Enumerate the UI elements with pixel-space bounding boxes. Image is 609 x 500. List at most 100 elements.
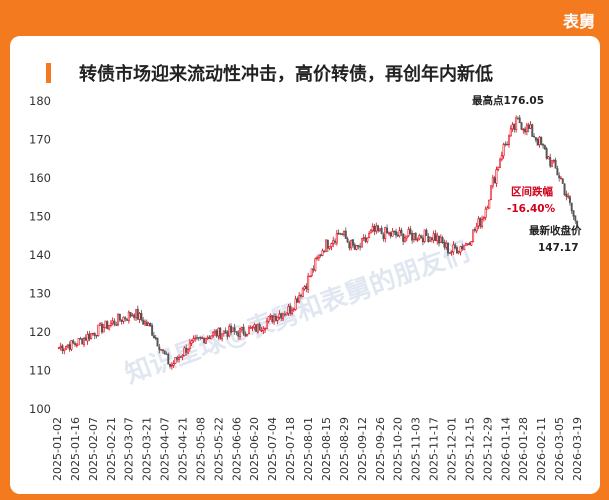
title-accent-bar [46,63,51,83]
candle-body [140,312,143,321]
candle-body [488,199,491,209]
candle-body [135,309,137,318]
candle-body [475,226,478,232]
candle-body [441,237,444,244]
candle-body [161,349,164,352]
candle-body [398,230,401,237]
candle-body [520,122,523,130]
candle-body [269,314,272,317]
candle-body [484,208,487,218]
candle-body [473,228,476,231]
candle-body [145,321,148,327]
candle-body [299,294,302,297]
candle-body [570,202,573,212]
candle-body [104,320,107,329]
candle-body [81,338,84,345]
candle-body [461,246,464,249]
candle-body [432,233,435,241]
candle-body [497,166,500,170]
candle-body [244,333,247,337]
candle-body [68,344,71,350]
candle-body [230,325,233,333]
candle-body [312,268,315,271]
candle-body [346,238,349,243]
candle-body [221,333,224,340]
candle-body [136,308,139,320]
candle-body [522,128,525,131]
candle-body [83,338,85,345]
candle-body [563,183,566,196]
y-tick-label: 100 [29,402,51,416]
candle-body [303,286,306,290]
candle-body [100,323,103,333]
candle-body [414,232,417,241]
candle-body [479,217,482,227]
y-tick-label: 170 [29,133,51,147]
candle-body [511,124,514,130]
candle-body [197,337,200,339]
candle-body [500,154,503,160]
candle-body [351,239,354,246]
candle-body [149,323,152,327]
candle-body [540,136,543,145]
candle-body [84,337,87,341]
candle-body [518,117,521,124]
candle-body [292,308,295,311]
x-tick-label: 2025-03-21 [141,417,154,481]
candle-body [554,159,557,169]
candle-body [283,313,286,316]
candle-body [195,337,198,339]
candle-body [377,225,380,232]
x-tick-label: 2025-02-07 [87,417,100,481]
candle-body [547,156,550,160]
candle-body [490,185,493,200]
candle-body [386,227,389,234]
x-tick-label: 2025-06-06 [230,417,243,481]
candle-body [66,344,69,348]
x-tick-label: 2026-01-28 [517,417,530,481]
x-tick-label: 2025-09-12 [356,417,369,481]
candle-body [545,148,548,159]
candle-body [102,327,105,333]
candle-body [316,257,319,259]
candle-body [251,327,254,329]
candle-body [255,324,258,332]
candle-body [486,207,489,210]
candle-body [219,327,222,339]
annotation-range-value: -16.40% [507,203,556,215]
candle-body [178,357,181,360]
candle-body [201,337,204,340]
candle-body [74,343,77,345]
candle-body [210,335,213,340]
candle-body [325,239,328,252]
candle-body [515,117,518,131]
candle-body [452,244,455,253]
candle-body [235,331,238,333]
candle-body [291,309,293,315]
candle-body [438,235,441,244]
candle-body [395,231,397,236]
candle-body [280,313,283,319]
candle-body [247,327,250,335]
candle-body [558,175,561,179]
candle-body [271,315,274,323]
candle-body [79,338,82,340]
annotation-close-label: 最新收盘价 [529,224,582,237]
candle-body [158,346,161,351]
candle-body [384,227,387,239]
candle-body [77,338,80,346]
candle-body [536,139,539,146]
candle-body [262,328,265,331]
candle-body [506,144,509,146]
candle-body [493,177,496,184]
x-tick-label: 2025-02-21 [105,417,118,481]
candle-body [559,177,562,180]
candle-body [108,325,111,330]
candle-body [285,312,288,316]
x-tick-label: 2025-09-26 [374,417,387,481]
candle-body [301,288,304,297]
candle-body [482,217,485,220]
candle-body [531,124,534,137]
candle-body [463,245,466,250]
candle-body [403,237,406,243]
